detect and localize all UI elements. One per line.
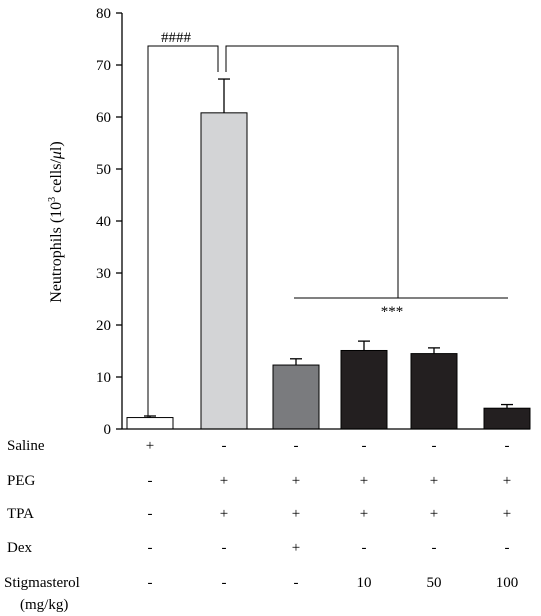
table-cell: - bbox=[148, 540, 153, 556]
bar bbox=[410, 353, 458, 430]
table-cell: - bbox=[505, 540, 510, 556]
treatment-table: Saline + - - - - - PEG - + + + + + TPA - + + + + + Dex - - + - - - S… bbox=[4, 438, 518, 613]
table-row-label: Saline bbox=[7, 438, 45, 454]
table-cell: + bbox=[292, 540, 300, 556]
table-row-label: PEG bbox=[7, 473, 36, 489]
table-cell: + bbox=[360, 506, 368, 522]
table-cell: + bbox=[503, 473, 511, 489]
table-cell: + bbox=[292, 473, 300, 489]
table-cell: - bbox=[362, 438, 367, 454]
table-cell: - bbox=[432, 540, 437, 556]
table-cell: + bbox=[430, 506, 438, 522]
table-row-label: TPA bbox=[7, 506, 34, 522]
table-cell: - bbox=[362, 540, 367, 556]
table-cell: - bbox=[294, 438, 299, 454]
table-cell: - bbox=[222, 575, 227, 591]
table-cell: + bbox=[220, 506, 228, 522]
table-cell: 50 bbox=[427, 575, 442, 591]
table-cell: - bbox=[222, 540, 227, 556]
table-cell: - bbox=[148, 575, 153, 591]
y-tick-label: 20 bbox=[96, 318, 111, 334]
table-cell: + bbox=[360, 473, 368, 489]
y-tick-label: 0 bbox=[104, 422, 112, 438]
table-cell: - bbox=[432, 438, 437, 454]
y-axis-label-superscript: 3 bbox=[47, 197, 58, 202]
error-bars-group bbox=[144, 78, 513, 418]
table-row-label: Stigmasterol bbox=[4, 575, 80, 591]
table-cell: 10 bbox=[357, 575, 372, 591]
table-cell: - bbox=[222, 438, 227, 454]
bar bbox=[200, 112, 248, 430]
y-tick-label: 40 bbox=[96, 214, 111, 230]
y-axis-label-mu: μ bbox=[48, 151, 65, 160]
table-cell: + bbox=[220, 473, 228, 489]
y-tick-label: 30 bbox=[96, 266, 111, 282]
y-axis-label-end: l) bbox=[48, 141, 65, 151]
table-row-sublabel: (mg/kg) bbox=[20, 597, 68, 613]
y-tick-label: 60 bbox=[96, 110, 111, 126]
bar bbox=[340, 349, 388, 430]
hash-bracket bbox=[147, 45, 219, 418]
table-cell: + bbox=[430, 473, 438, 489]
y-axis-label-main: Neutrophils (10 bbox=[48, 202, 65, 303]
y-tick-label: 70 bbox=[96, 58, 111, 74]
stars-significance-label: *** bbox=[381, 304, 404, 320]
y-tick-label: 50 bbox=[96, 162, 111, 178]
table-cell: - bbox=[294, 575, 299, 591]
table-cell: - bbox=[505, 438, 510, 454]
hash-significance-label: #### bbox=[161, 30, 192, 46]
table-cell: + bbox=[146, 438, 154, 454]
y-tick-label: 10 bbox=[96, 370, 111, 386]
table-cell: + bbox=[503, 506, 511, 522]
y-axis-label-rest: cells/ bbox=[48, 159, 65, 197]
y-tick-label: 80 bbox=[96, 6, 111, 22]
y-axis-ticks: 0 10 20 30 40 50 60 70 80 bbox=[96, 6, 122, 438]
table-cell: - bbox=[148, 506, 153, 522]
bar bbox=[272, 364, 320, 430]
y-axis-label: Neutrophils (103 cells/μl) bbox=[47, 141, 65, 302]
bar bbox=[126, 417, 174, 430]
bar bbox=[483, 407, 531, 430]
table-cell: 100 bbox=[496, 575, 519, 591]
table-row-label: Dex bbox=[7, 540, 32, 556]
table-cell: + bbox=[292, 506, 300, 522]
table-cell: - bbox=[148, 473, 153, 489]
stars-bracket-top bbox=[225, 45, 399, 298]
bars-group bbox=[126, 112, 531, 430]
